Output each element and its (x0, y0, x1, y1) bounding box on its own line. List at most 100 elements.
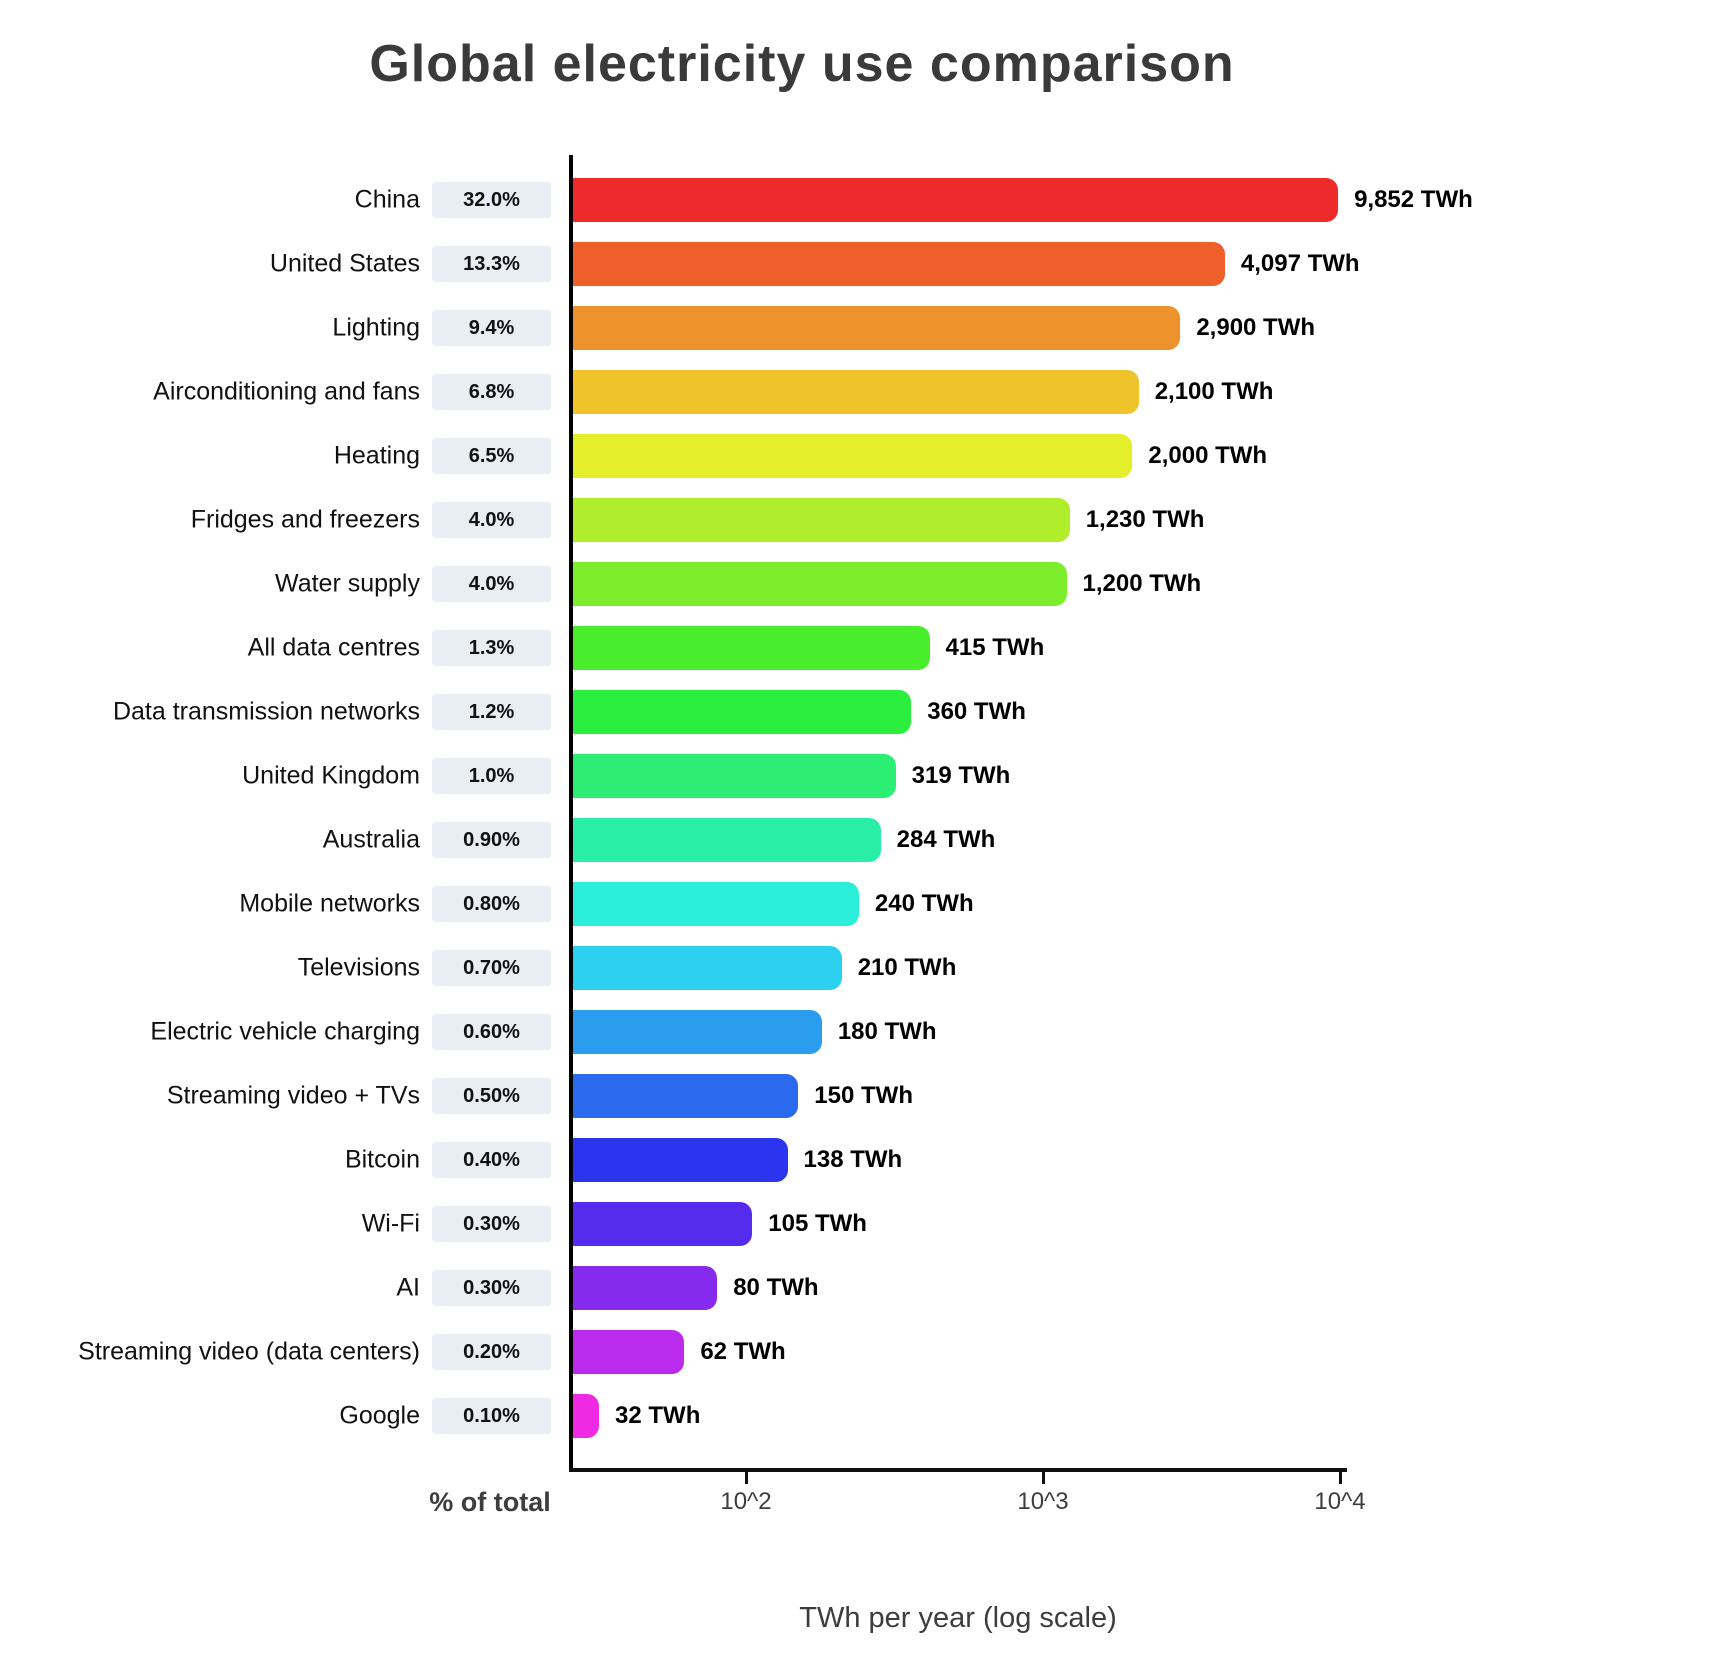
value-label: 2,900 TWh (1196, 314, 1316, 341)
x-axis-tick-label: 10^3 (1017, 1488, 1069, 1515)
bar (572, 818, 881, 862)
x-axis-tick (1041, 1471, 1045, 1484)
percent-badge: 0.20% (432, 1334, 551, 1370)
category-label: Streaming video + TVs (166, 1081, 420, 1110)
x-axis-tick (1338, 1471, 1342, 1484)
percent-value: 9.4% (468, 316, 515, 339)
category-label: Wi-Fi (361, 1209, 420, 1238)
category-label: Heating (333, 441, 420, 470)
percent-value: 32.0% (463, 188, 520, 211)
percent-badge: 0.10% (432, 1398, 551, 1434)
percent-value: 0.30% (463, 1212, 520, 1235)
category-label: Mobile networks (239, 889, 420, 918)
value-label: 138 TWh (803, 1146, 903, 1173)
category-label: Electric vehicle charging (150, 1017, 420, 1046)
percent-badge: 1.0% (432, 758, 551, 794)
percent-badge: 0.50% (432, 1078, 551, 1114)
value-label: 360 TWh (927, 698, 1026, 725)
bar (572, 370, 1139, 414)
value-label: 2,000 TWh (1148, 442, 1268, 469)
bar (572, 1202, 753, 1246)
category-label: Water supply (275, 569, 420, 598)
value-label: 1,200 TWh (1082, 570, 1202, 597)
percent-value: 0.90% (463, 828, 520, 851)
percent-badge: 4.0% (432, 502, 551, 538)
bar (572, 434, 1133, 478)
x-axis-label: TWh per year (log scale) (799, 1602, 1117, 1634)
category-label: Fridges and freezers (190, 505, 420, 534)
percent-badge: 32.0% (432, 182, 551, 218)
y-axis-spine (569, 155, 573, 1471)
bar (572, 882, 859, 926)
category-label: United States (269, 249, 420, 278)
value-label: 1,230 TWh (1085, 506, 1205, 533)
value-label: 4,097 TWh (1240, 250, 1360, 277)
value-label: 9,852 TWh (1354, 186, 1473, 213)
percent-badge: 0.30% (432, 1270, 551, 1306)
percent-value: 0.60% (463, 1020, 520, 1043)
percent-value: 4.0% (468, 508, 515, 531)
bar (572, 498, 1070, 542)
percent-badge: 0.40% (432, 1142, 551, 1178)
value-label: 105 TWh (768, 1210, 867, 1237)
value-label: 240 TWh (874, 890, 974, 917)
percent-value: 6.5% (468, 444, 515, 467)
percent-badge: 0.30% (432, 1206, 551, 1242)
bar (572, 1010, 822, 1054)
category-label: Streaming video (data centers) (78, 1337, 420, 1366)
category-label: Google (339, 1401, 420, 1430)
bar (572, 1266, 718, 1310)
bar (572, 1138, 788, 1182)
percent-badge: 0.60% (432, 1014, 551, 1050)
category-label: China (354, 185, 420, 214)
percent-column-header: % of total (429, 1487, 551, 1517)
value-label: 150 TWh (814, 1082, 913, 1109)
percent-value: 0.70% (463, 956, 520, 979)
value-label: 80 TWh (733, 1274, 819, 1301)
category-label: Airconditioning and fans (153, 377, 420, 406)
percent-value: 0.30% (463, 1276, 520, 1299)
bar (572, 690, 912, 734)
percent-badge: 0.70% (432, 950, 551, 986)
percent-badge: 13.3% (432, 246, 551, 282)
category-label: Lighting (332, 313, 420, 342)
value-label: 284 TWh (896, 826, 996, 853)
category-label: Australia (322, 825, 420, 854)
percent-value: 0.50% (463, 1084, 520, 1107)
percent-value: 1.0% (468, 764, 515, 787)
bar (572, 754, 896, 798)
value-label: 415 TWh (945, 634, 1045, 661)
value-label: 319 TWh (911, 762, 1011, 789)
bar (572, 178, 1339, 222)
bar (572, 626, 930, 670)
percent-badge: 4.0% (432, 566, 551, 602)
value-label: 62 TWh (700, 1338, 786, 1365)
percent-badge: 0.90% (432, 822, 551, 858)
percent-badge: 9.4% (432, 310, 551, 346)
x-axis-spine (569, 1468, 1347, 1472)
bar (572, 1330, 685, 1374)
percent-value: 6.8% (468, 380, 515, 403)
percent-badge: 1.2% (432, 694, 551, 730)
percent-badge: 6.8% (432, 374, 551, 410)
category-label: Data transmission networks (112, 697, 420, 726)
bar (572, 946, 842, 990)
value-label: 180 TWh (837, 1018, 937, 1045)
category-label: All data centres (247, 633, 420, 662)
x-axis-tick-label: 10^2 (720, 1488, 772, 1515)
percent-badge: 0.80% (432, 886, 551, 922)
percent-badge: 1.3% (432, 630, 551, 666)
x-axis-tick (744, 1471, 748, 1484)
bar (572, 1394, 600, 1438)
percent-value: 0.20% (463, 1340, 520, 1363)
percent-value: 0.10% (463, 1404, 520, 1427)
percent-value: 1.2% (468, 700, 515, 723)
percent-badge: 6.5% (432, 438, 551, 474)
bar (572, 242, 1225, 286)
category-label: AI (396, 1273, 420, 1302)
value-label: 210 TWh (857, 954, 957, 981)
category-label: United Kingdom (242, 761, 420, 790)
percent-value: 0.40% (463, 1148, 520, 1171)
value-label: 32 TWh (615, 1402, 701, 1429)
